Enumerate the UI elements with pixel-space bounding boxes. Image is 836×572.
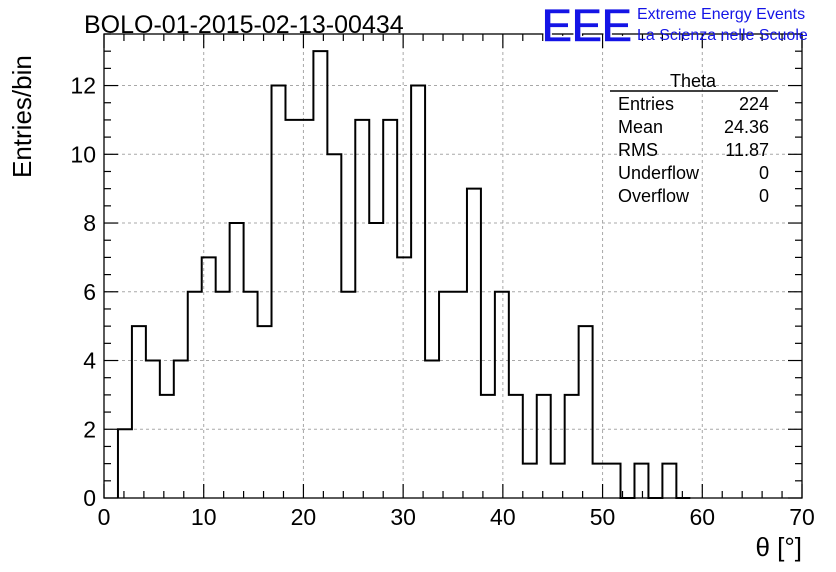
- x-tick-label: 20: [291, 504, 317, 530]
- histogram-bin: [244, 292, 258, 498]
- histogram-bin: [439, 292, 453, 498]
- x-tick-label: 10: [191, 504, 217, 530]
- stats-box: Theta Entries 224 Mean 24.36 RMS 11.87 Underfl…: [610, 71, 778, 206]
- histogram-bin: [467, 189, 481, 498]
- chart-title: BOLO-01-2015-02-13-00434: [84, 11, 404, 39]
- histogram-bin: [634, 464, 648, 498]
- histogram-bin: [174, 361, 188, 498]
- histogram-bin: [453, 292, 467, 498]
- histogram-bin: [258, 326, 272, 498]
- histogram-bin: [509, 395, 523, 498]
- plot-frame: [103, 33, 803, 499]
- stats-value: 0: [759, 163, 769, 183]
- stats-box-title: Theta: [670, 71, 717, 91]
- histogram-bin: [662, 464, 676, 498]
- y-tick-label: 12: [70, 73, 96, 99]
- stats-value: 0: [759, 186, 769, 206]
- histogram-outline: [116, 50, 691, 499]
- histogram-bin: [537, 395, 551, 498]
- histogram-bin: [341, 292, 355, 498]
- histogram-bin: [523, 464, 537, 498]
- histogram-bin: [481, 395, 495, 498]
- stats-label: Underflow: [618, 163, 700, 183]
- histogram-bin: [132, 326, 146, 498]
- stats-value: 24.36: [724, 117, 769, 137]
- histogram-bin: [579, 326, 593, 498]
- eee-logo-line2: La Scienza nelle Scuole: [637, 27, 808, 44]
- x-tick-label: 40: [490, 504, 516, 530]
- histogram-bin: [383, 120, 397, 498]
- y-tick-label: 2: [83, 416, 96, 442]
- stats-value: 11.87: [725, 140, 769, 160]
- x-tick-label: 0: [98, 504, 111, 530]
- histogram-bin: [495, 292, 509, 498]
- stats-value: 224: [739, 94, 769, 114]
- histogram-bin: [160, 395, 174, 498]
- x-tick-label: 60: [689, 504, 715, 530]
- histogram-bin: [188, 292, 202, 498]
- eee-logo: EEE Extreme Energy Events La Scienza nel…: [540, 0, 808, 54]
- grid-lines: [104, 34, 802, 498]
- histogram-bin: [327, 154, 341, 498]
- histogram-bin: [216, 292, 230, 498]
- histogram-bin: [593, 464, 607, 498]
- y-tick-label: 8: [83, 210, 96, 236]
- y-tick-label: 0: [83, 485, 96, 511]
- eee-logo-line1: Extreme Energy Events: [637, 6, 805, 23]
- stats-label: Mean: [618, 117, 663, 137]
- y-axis-label: Entries/bin: [7, 55, 37, 178]
- histogram-bin: [313, 51, 327, 498]
- y-tick-label: 10: [70, 141, 96, 167]
- histogram-bin: [607, 464, 621, 498]
- histogram-bin: [565, 395, 579, 498]
- histogram-bin: [299, 120, 313, 498]
- x-tick-label: 70: [789, 504, 815, 530]
- histogram-bin: [285, 120, 299, 498]
- axis-ticks: 0 10 20 30 40 50 60 70 0 2 4 6 8 10 12: [70, 33, 815, 530]
- y-tick-label: 6: [83, 279, 96, 305]
- x-axis-label: θ [°]: [755, 532, 802, 562]
- histogram-bin: [355, 120, 369, 498]
- stats-label: Entries: [618, 94, 674, 114]
- x-tick-label: 50: [590, 504, 616, 530]
- histogram-bin: [118, 429, 132, 498]
- histogram-bin: [397, 257, 411, 498]
- x-tick-label: 30: [390, 504, 416, 530]
- stats-label: RMS: [618, 140, 658, 160]
- stats-label: Overflow: [618, 186, 690, 206]
- y-tick-label: 4: [83, 348, 96, 374]
- eee-logo-mark: EEE: [541, 0, 632, 53]
